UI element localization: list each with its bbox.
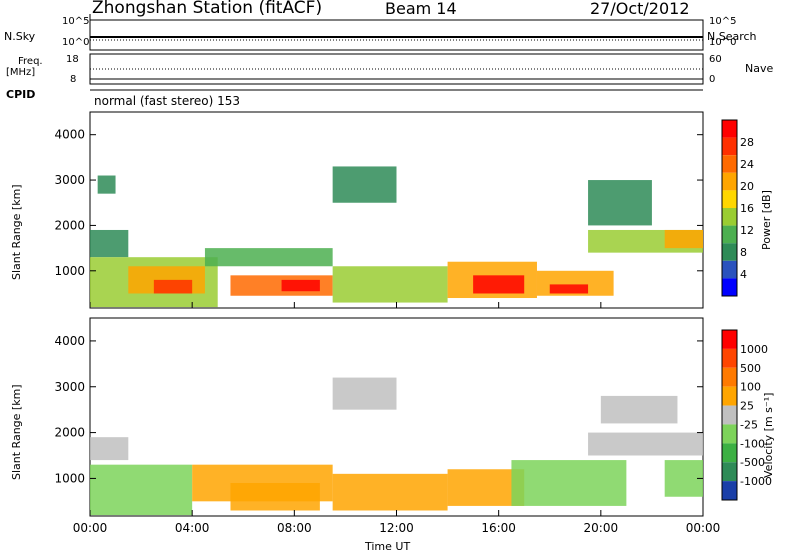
x-axis-label: Time UT: [365, 540, 411, 553]
power-colorbar-cell-0: [722, 120, 737, 138]
velocity-colorbar-cell-0: [722, 330, 737, 349]
power-colorbar-cell-7: [722, 243, 737, 261]
velocity-region-10: [664, 460, 703, 497]
nsky-label: N.Sky: [4, 30, 36, 43]
velocity-colorbar-cell-8: [722, 481, 737, 500]
xtick-label-0: 00:00: [73, 521, 108, 535]
freq-tick-bottom: 8: [70, 74, 77, 85]
velocity-colorbar-tick-0: 1000: [740, 343, 768, 356]
velocity-colorbar-tick-7: -1000: [740, 475, 772, 488]
noise-tick-bottom-right: 10^0: [709, 37, 737, 48]
velocity-region-7: [511, 460, 627, 506]
power-colorbar-cell-6: [722, 225, 737, 244]
velocity-region-5: [332, 473, 448, 511]
power-region-9: [332, 266, 448, 303]
power-colorbar-tick-1: 24: [740, 158, 754, 171]
velocity-colorbar-cell-2: [722, 367, 737, 387]
xtick-label-1: 04:00: [175, 521, 210, 535]
velocity-region-8: [588, 432, 703, 456]
velocity-colorbar-tick-3: 25: [740, 400, 754, 413]
nsearch-label: N.Search: [707, 30, 757, 43]
power-colorbar-tick-4: 12: [740, 224, 754, 237]
velocity-colorbar-cell-6: [722, 443, 737, 463]
velocity-ytick-label-3: 1000: [54, 471, 85, 485]
power-colorbar-tick-0: 28: [740, 136, 754, 149]
velocity-ytick-label-0: 4000: [54, 334, 85, 348]
velocity-colorbar-cell-1: [722, 348, 737, 368]
power-colorbar-cell-4: [722, 190, 737, 208]
noise-panel-frame: [89, 19, 704, 51]
velocity-region-0: [90, 437, 129, 461]
nave-tick-bottom: 0: [709, 74, 716, 85]
date-label: 27/Oct/2012: [590, 0, 690, 18]
station-title: Zhongshan Station (fitACF): [92, 0, 323, 18]
power-ytick-label-2: 2000: [54, 218, 85, 232]
xtick-label-2: 08:00: [277, 521, 312, 535]
power-region-15: [588, 180, 652, 226]
velocity-colorbar-cell-7: [722, 462, 737, 482]
nave-tick-top: 60: [709, 54, 722, 65]
power-ytick-label-1: 3000: [54, 173, 85, 187]
velocity-colorbar-cell-3: [722, 386, 737, 406]
velocity-region-1: [90, 464, 193, 516]
velocity-colorbar-tick-4: -25: [740, 418, 758, 431]
velocity-colorbar-cell-5: [722, 424, 737, 444]
velocity-ytick-label-1: 3000: [54, 380, 85, 394]
power-region-13: [549, 284, 589, 294]
power-region-0: [90, 229, 129, 258]
power-region-4: [153, 279, 193, 294]
velocity-colorbar-tick-6: -500: [740, 456, 765, 469]
velocity-region-4: [332, 377, 397, 410]
power-colorbar-tick-2: 20: [740, 180, 754, 193]
power-region-11: [473, 275, 525, 294]
velocity-ytick-label-2: 2000: [54, 426, 85, 440]
power-colorbar-tick-3: 16: [740, 202, 754, 215]
power-colorbar-cell-1: [722, 137, 737, 156]
velocity-colorbar-tick-2: 100: [740, 381, 761, 394]
power-region-7: [281, 279, 320, 292]
beam-label: Beam 14: [385, 0, 457, 18]
velocity-region-3: [230, 483, 320, 511]
velocity-colorbar-frame: [721, 329, 738, 501]
velocity-colorbar-tick-5: -100: [740, 437, 765, 450]
power-colorbar-frame: [721, 119, 738, 297]
power-region-8: [332, 166, 397, 203]
xtick-label-6: 00:00: [686, 521, 721, 535]
power-region-5: [204, 248, 333, 267]
noise-tick-bottom: 10^0: [62, 37, 90, 48]
nave-label: Nave: [745, 62, 774, 75]
xtick-label-4: 16:00: [481, 521, 516, 535]
power-colorbar-cell-8: [722, 260, 737, 279]
xtick-label-5: 20:00: [584, 521, 619, 535]
power-colorbar-cell-9: [722, 278, 737, 296]
freq-unit: [MHz]: [6, 67, 36, 78]
power-region-16: [664, 229, 703, 249]
velocity-colorbar-cell-4: [722, 405, 737, 425]
freq-label: Freq.: [18, 56, 43, 67]
velocity-region-9: [600, 395, 678, 424]
noise-tick-top-right: 10^5: [709, 16, 737, 27]
power-colorbar-cell-3: [722, 172, 737, 191]
power-colorbar-cell-5: [722, 208, 737, 226]
velocity-colorbar-tick-1: 500: [740, 362, 761, 375]
xtick-label-3: 12:00: [379, 521, 414, 535]
power-ytick-label-0: 4000: [54, 128, 85, 142]
power-ytick-label-3: 1000: [54, 264, 85, 278]
cpid-label: CPID: [6, 88, 36, 101]
cpid-value: normal (fast stereo) 153: [94, 94, 241, 108]
noise-tick-top: 10^5: [62, 16, 90, 27]
power-colorbar-tick-6: 4: [740, 268, 747, 281]
power-colorbar-cell-2: [722, 155, 737, 173]
power-region-1: [97, 175, 116, 194]
power-colorbar-tick-5: 8: [740, 246, 747, 259]
freq-tick-top: 18: [66, 54, 79, 65]
